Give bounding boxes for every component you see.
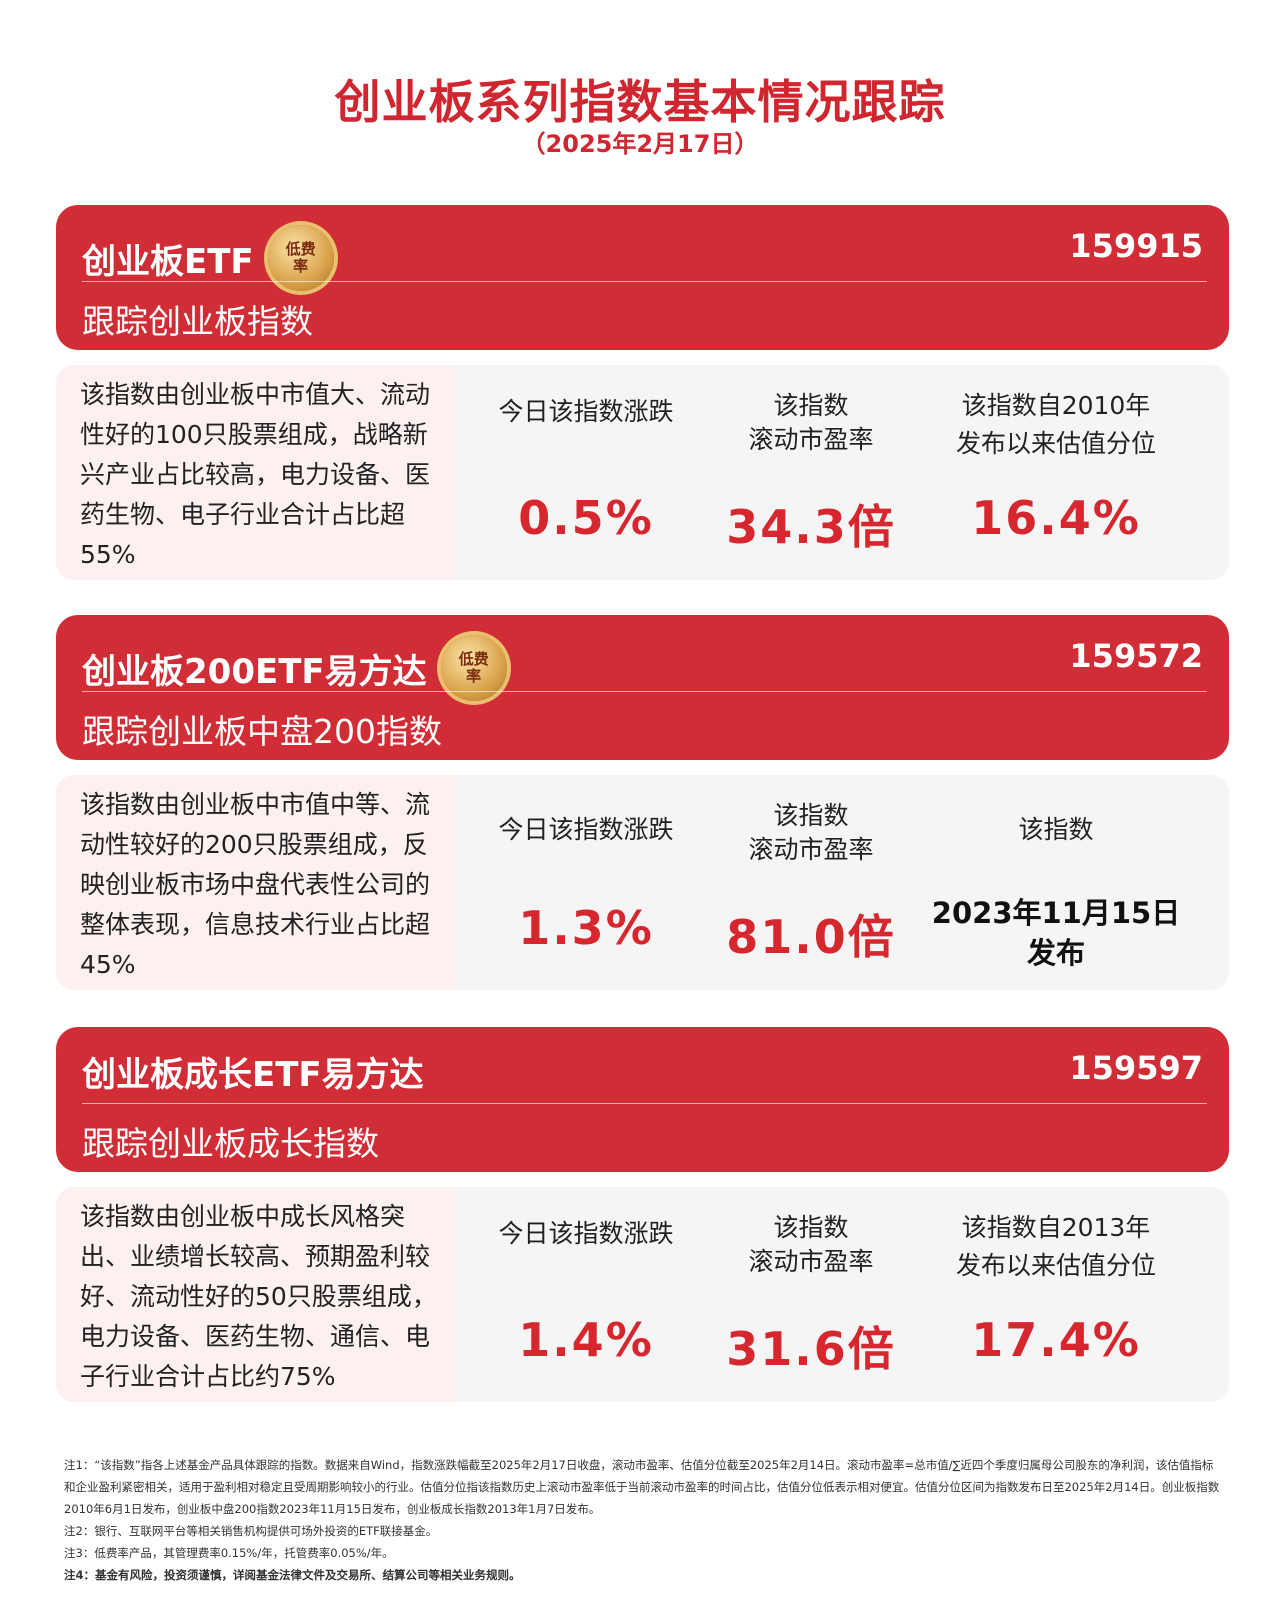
pe-label-1: 该指数 [773, 1213, 849, 1242]
tracking-index: 跟踪创业板指数 [82, 302, 313, 341]
daily-change: 今日该指数涨跌 1.3% [476, 775, 696, 990]
footnote-4: 注4：基金有风险，投资须谨慎，详阅基金法律文件及交易所、结算公司等相关业务规则。 [64, 1568, 521, 1582]
pe-label-2: 滚动市盈率 [748, 1247, 874, 1276]
fund-code: 159597 [1069, 1049, 1203, 1087]
percentile-label-2: 发布以来估值分位 [955, 429, 1156, 458]
fund-name: 创业板成长ETF易方达 [82, 1055, 424, 1095]
pe-ratio: 该指数 滚动市盈率 81.0倍 [706, 775, 916, 990]
valuation-percentile: 该指数自2010年 发布以来估值分位 16.4% [926, 365, 1186, 580]
release-date-value: 2023年11月15日 发布 [931, 896, 1181, 970]
index-description: 该指数由创业板中成长风格突出、业绩增长较高、预期盈利较好、流动性好的50只股票组… [56, 1187, 456, 1402]
percentile-label-1: 该指数自2010年 [961, 391, 1151, 420]
percentile-label: 该指数 [1018, 815, 1094, 844]
percentile-value: 17.4% [971, 1313, 1141, 1367]
daily-change: 今日该指数涨跌 0.5% [476, 365, 696, 580]
index-description: 该指数由创业板中市值大、流动性好的100只股票组成，战略新兴产业占比较高，电力设… [56, 365, 456, 580]
change-label: 今日该指数涨跌 [498, 815, 674, 844]
change-value: 1.4% [518, 1313, 654, 1367]
pe-label-1: 该指数 [773, 391, 849, 420]
pe-label-2: 滚动市盈率 [748, 425, 874, 454]
fund-details: 该指数由创业板中市值中等、流动性较好的200只股票组成，反映创业板市场中盘代表性… [56, 775, 1229, 990]
pe-value: 34.3倍 [726, 500, 896, 554]
fund-header: 创业板成长ETF易方达 159597 跟踪创业板成长指数 [56, 1027, 1229, 1172]
fund-name: 创业板200ETF易方达 低费率 [82, 635, 507, 701]
divider [82, 1103, 1207, 1104]
page-date: （2025年2月17日） [521, 130, 759, 158]
change-label: 今日该指数涨跌 [498, 1219, 674, 1248]
valuation-percentile: 该指数自2013年 发布以来估值分位 17.4% [926, 1187, 1186, 1402]
index-description: 该指数由创业板中市值中等、流动性较好的200只股票组成，反映创业板市场中盘代表性… [56, 775, 456, 990]
fund-details: 该指数由创业板中市值大、流动性好的100只股票组成，战略新兴产业占比较高，电力设… [56, 365, 1229, 580]
footnote-2: 注2：银行、互联网平台等相关销售机构提供可场外投资的ETF联接基金。 [64, 1524, 438, 1538]
fund-code: 159915 [1069, 227, 1203, 265]
fund-card: 创业板200ETF易方达 低费率 159572 跟踪创业板中盘200指数 该指数由… [56, 615, 1229, 990]
change-value: 0.5% [518, 491, 654, 545]
fund-card: 创业板成长ETF易方达 159597 跟踪创业板成长指数 该指数由创业板中成长风… [56, 1027, 1229, 1402]
fund-code: 159572 [1069, 637, 1203, 675]
fund-card: 创业板ETF 低费率 159915 跟踪创业板指数 该指数由创业板中市值大、流动性… [56, 205, 1229, 580]
valuation-percentile: 该指数 2023年11月15日 发布 [926, 775, 1186, 990]
pe-label-1: 该指数 [773, 801, 849, 830]
page-title: 创业板系列指数基本情况跟踪 [334, 75, 946, 129]
pe-label-2: 滚动市盈率 [748, 835, 874, 864]
divider [82, 281, 1207, 282]
percentile-label-1: 该指数自2013年 [961, 1213, 1151, 1242]
low-fee-badge-icon: 低费率 [440, 635, 507, 701]
daily-change: 今日该指数涨跌 1.4% [476, 1187, 696, 1402]
footnote-1: 注1：“该指数”指各上述基金产品具体跟踪的指数。数据来自Wind，指数涨跌幅截至… [64, 1458, 1220, 1516]
fund-details: 该指数由创业板中成长风格突出、业绩增长较高、预期盈利较好、流动性好的50只股票组… [56, 1187, 1229, 1402]
pe-value: 81.0倍 [726, 910, 896, 964]
change-value: 1.3% [518, 901, 654, 955]
fund-header: 创业板200ETF易方达 低费率 159572 跟踪创业板中盘200指数 [56, 615, 1229, 760]
percentile-label-2: 发布以来估值分位 [955, 1251, 1156, 1280]
percentile-value: 16.4% [971, 491, 1141, 545]
change-label: 今日该指数涨跌 [498, 397, 674, 426]
divider [82, 691, 1207, 692]
footnotes: 注1：“该指数”指各上述基金产品具体跟踪的指数。数据来自Wind，指数涨跌幅截至… [64, 1454, 1224, 1586]
footnote-3: 注3：低费率产品，其管理费率0.15%/年，托管费率0.05%/年。 [64, 1546, 394, 1560]
low-fee-badge-icon: 低费率 [267, 225, 334, 291]
tracking-index: 跟踪创业板中盘200指数 [82, 712, 442, 751]
pe-ratio: 该指数 滚动市盈率 34.3倍 [706, 365, 916, 580]
pe-value: 31.6倍 [726, 1322, 896, 1376]
tracking-index: 跟踪创业板成长指数 [82, 1124, 379, 1163]
fund-header: 创业板ETF 低费率 159915 跟踪创业板指数 [56, 205, 1229, 350]
fund-name: 创业板ETF 低费率 [82, 225, 334, 291]
pe-ratio: 该指数 滚动市盈率 31.6倍 [706, 1187, 916, 1402]
